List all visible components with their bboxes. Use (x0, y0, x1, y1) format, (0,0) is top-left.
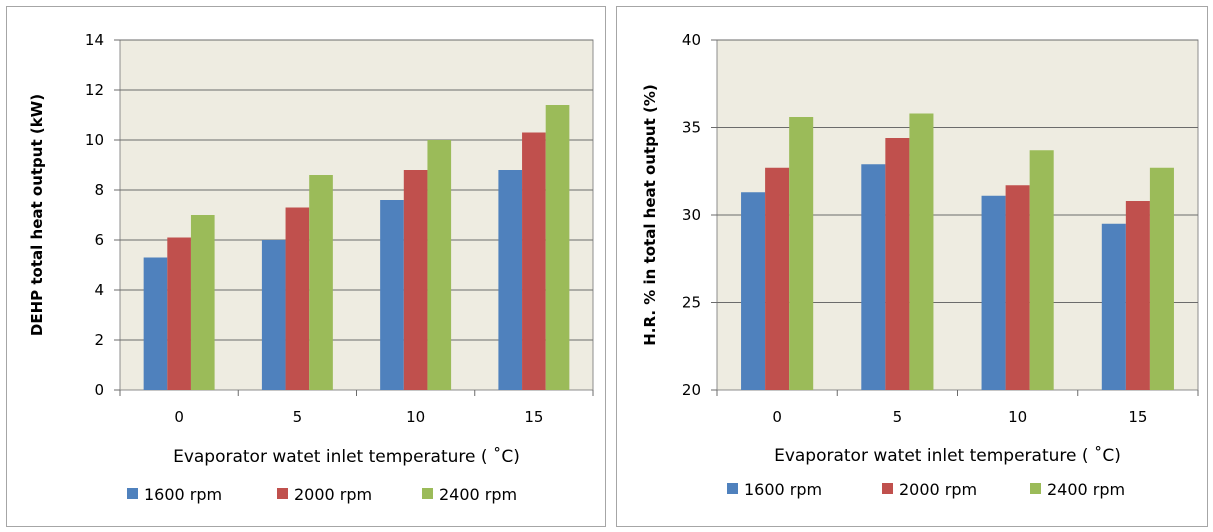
y-tick-label: 20 (682, 381, 701, 399)
bar-2000-rpm-15 (1125, 201, 1150, 390)
legend-label-2400-rpm: 2400 rpm (439, 485, 517, 504)
bar-2000-rpm-10 (403, 170, 428, 390)
y-tick-label: 2 (94, 331, 104, 349)
x-tick-label: 0 (174, 408, 184, 426)
bar-2400-rpm-5 (909, 113, 934, 390)
legend-label-2000-rpm: 2000 rpm (294, 485, 372, 504)
chart-hr-percent: 20 25 30 35 40 0 5 10 15 Evaporator watet inlet t… (641, 31, 1199, 499)
y-axis-title: H.R. % in total heat output (%) (641, 84, 659, 346)
bar-2400-rpm-15 (1149, 167, 1174, 390)
x-tick-label: 5 (293, 408, 303, 426)
legend-label-2000-rpm: 2000 rpm (899, 480, 977, 499)
bar-2400-rpm-10 (427, 140, 452, 390)
y-tick-label: 4 (94, 281, 104, 299)
x-tick-label: 15 (1128, 408, 1147, 426)
x-tick-label: 0 (772, 408, 782, 426)
bar-2400-rpm-0 (190, 215, 215, 390)
bar-2000-rpm-5 (885, 138, 910, 390)
y-axis-title: DEHP total heat output (kW) (28, 94, 46, 336)
chart-heat-output: 0 2 4 6 8 10 12 14 0 5 10 15 Evaporator watet inlet … (28, 31, 594, 504)
y-tick-label: 6 (94, 231, 104, 249)
bar-1600-rpm-15 (498, 170, 523, 390)
legend-swatch-2400-rpm (422, 488, 433, 499)
legend-label-1600-rpm: 1600 rpm (744, 480, 822, 499)
y-tick-label: 40 (682, 31, 701, 49)
x-axis-title: Evaporator watet inlet temperature ( ˚C) (173, 446, 520, 467)
y-tick-label: 25 (682, 294, 701, 312)
y-tick-label: 30 (682, 206, 701, 224)
legend-swatch-2400-rpm (1030, 483, 1041, 494)
bar-2400-rpm-5 (309, 175, 333, 390)
y-tick-label: 12 (85, 81, 104, 99)
legend-label-1600-rpm: 1600 rpm (144, 485, 222, 504)
bar-2400-rpm-15 (545, 105, 570, 390)
x-axis-title: Evaporator watet inlet temperature ( ˚C) (774, 445, 1121, 466)
chart-panel-hr-percent: 20 25 30 35 40 0 5 10 15 Evaporator watet inlet t… (616, 6, 1208, 527)
bar-1600-rpm-5 (261, 240, 286, 390)
bar-2400-rpm-0 (789, 117, 814, 390)
legend-swatch-2000-rpm (882, 483, 893, 494)
y-tick-label: 10 (85, 131, 104, 149)
x-tick-label: 5 (893, 408, 903, 426)
x-tick-label: 10 (1008, 408, 1027, 426)
x-tick-label: 10 (406, 408, 425, 426)
legend-swatch-2000-rpm (277, 488, 288, 499)
y-tick-label: 35 (682, 119, 701, 137)
bar-2000-rpm-0 (167, 237, 191, 390)
bar-1600-rpm-0 (741, 192, 766, 390)
bar-1600-rpm-10 (380, 200, 404, 390)
bar-1600-rpm-5 (861, 164, 886, 390)
bar-2000-rpm-5 (285, 207, 310, 390)
legend-label-2400-rpm: 2400 rpm (1047, 480, 1125, 499)
bar-1600-rpm-15 (1101, 223, 1126, 390)
bar-1600-rpm-0 (143, 257, 168, 390)
x-tick-label: 15 (524, 408, 543, 426)
legend-swatch-1600-rpm (127, 488, 138, 499)
bar-2000-rpm-0 (765, 167, 790, 390)
legend-swatch-1600-rpm (727, 483, 738, 494)
y-tick-label: 0 (94, 381, 104, 399)
chart-panel-heat-output: 0 2 4 6 8 10 12 14 0 5 10 15 Evaporator watet inlet … (6, 6, 606, 527)
y-tick-label: 14 (85, 31, 104, 49)
bar-1600-rpm-10 (981, 195, 1006, 390)
y-tick-label: 8 (94, 181, 104, 199)
bar-2000-rpm-15 (522, 132, 546, 390)
bar-2000-rpm-10 (1005, 185, 1030, 390)
bar-2400-rpm-10 (1029, 150, 1054, 390)
